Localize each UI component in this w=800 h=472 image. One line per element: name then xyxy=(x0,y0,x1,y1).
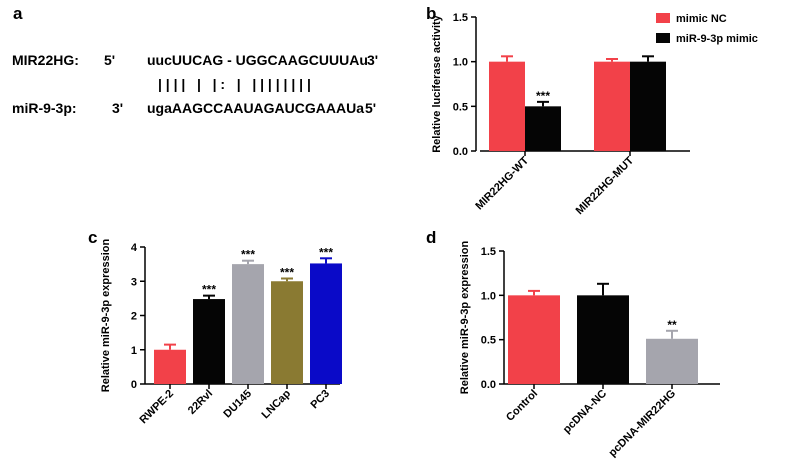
x-tick-label-d: Control xyxy=(504,388,540,424)
bar-d xyxy=(646,338,698,384)
bar-d xyxy=(508,295,560,384)
bar-b xyxy=(594,61,630,151)
x-tick-label-c: PC3 xyxy=(308,388,332,412)
legend-swatch xyxy=(656,13,670,23)
significance-label-c: *** xyxy=(280,266,294,280)
panel-label-b: b xyxy=(426,4,437,23)
significance-label-c: *** xyxy=(241,248,255,262)
x-tick-label-d: pcDNA-MIR22HG xyxy=(607,388,679,460)
significance-label-c: *** xyxy=(319,245,333,259)
x-tick-label-b: MIR22HG-WT xyxy=(473,154,531,212)
bar-c xyxy=(193,299,225,384)
mir-9-3p-name: miR-9-3p: xyxy=(12,100,77,116)
y-tick-label-d: 0.5 xyxy=(481,335,496,347)
bar-b xyxy=(525,106,561,151)
x-tick-label-c: RWPE-2 xyxy=(138,388,177,427)
y-tick-label-b: 0.5 xyxy=(453,101,468,113)
mir-9-3p-3prime: 3' xyxy=(112,100,124,116)
y-tick-label-d: 1.0 xyxy=(481,290,496,302)
x-tick-label-c: LNCap xyxy=(260,387,294,421)
bar-d xyxy=(577,295,629,384)
x-tick-label-d: pcDNA-NC xyxy=(561,388,609,436)
mir22hg-row: MIR22HG: 5' uucUUCAG - UGGCAAGCUUUAu 3' xyxy=(12,52,378,148)
significance-label-b: *** xyxy=(536,89,550,103)
y-tick-label-b: 0.0 xyxy=(453,146,468,158)
y-axis-label-d: Relative miR-9-3p expression xyxy=(459,240,471,394)
y-tick-label-c: 0 xyxy=(131,379,137,391)
legend-swatch xyxy=(656,33,670,43)
panel-label-d: d xyxy=(426,228,437,247)
mir22hg-5prime: 5' xyxy=(104,52,116,68)
y-tick-label-d: 1.5 xyxy=(481,246,496,258)
y-axis-label-b: Relative luciferase activity xyxy=(431,14,443,152)
y-tick-label-c: 4 xyxy=(131,242,138,254)
bar-c xyxy=(310,263,342,384)
bar-c xyxy=(154,349,186,384)
x-tick-label-b: MIR22HG-MUT xyxy=(574,154,637,217)
mir-9-3p-5prime: 5' xyxy=(365,100,377,116)
y-tick-label-c: 3 xyxy=(131,276,137,288)
bar-c xyxy=(271,281,303,384)
x-tick-label-c: 22Rvl xyxy=(186,388,215,417)
y-tick-label-c: 2 xyxy=(131,311,137,323)
mir22hg-sequence: uucUUCAG - UGGCAAGCUUUAu xyxy=(147,52,368,68)
legend-label: mimic NC xyxy=(676,13,727,25)
pairing-marks: | | | | | | : | | | | | | | | | xyxy=(158,76,311,92)
significance-label-c: *** xyxy=(202,283,216,297)
significance-label-d: ** xyxy=(667,318,677,332)
legend-label: miR-9-3p mimic xyxy=(676,33,758,45)
bar-c xyxy=(232,264,264,384)
panel-label-a: a xyxy=(13,4,23,23)
mir22hg-3prime: 3' xyxy=(367,52,379,68)
y-axis-label-c: Relative miR-9-3p expression xyxy=(100,238,112,392)
mir22hg-name: MIR22HG: xyxy=(12,52,79,68)
mir-9-3p-sequence: ugaAAGCCAAUAGAUCGAAAUa xyxy=(147,100,364,116)
y-tick-label-c: 1 xyxy=(131,345,137,357)
x-tick-label-c: DU145 xyxy=(221,388,254,421)
pairing-row: | | | | | | : | | | | | | | | | xyxy=(12,76,311,124)
mir-9-3p-row: miR-9-3p: 3' ugaAAGCCAAUAGAUCGAAAUa 5' xyxy=(12,100,376,196)
y-tick-label-d: 0.0 xyxy=(481,379,496,391)
panel-label-c: c xyxy=(88,228,98,247)
bar-b xyxy=(630,61,666,151)
bar-b xyxy=(489,61,525,151)
y-tick-label-b: 1.0 xyxy=(453,57,468,69)
y-tick-label-b: 1.5 xyxy=(453,12,468,24)
